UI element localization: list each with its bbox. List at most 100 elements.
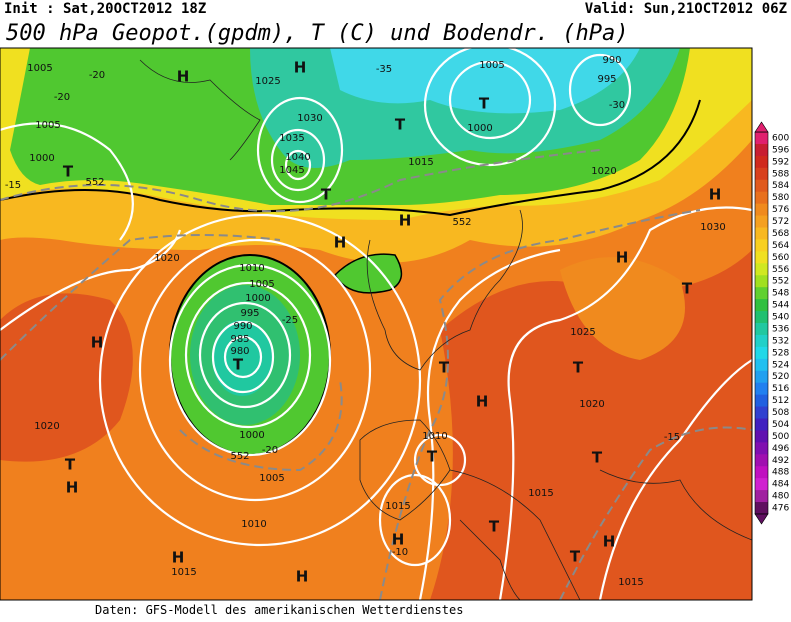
colorbar-swatch — [755, 394, 768, 408]
colorbar-label: 516 — [772, 384, 789, 394]
pressure-center: T — [395, 116, 406, 134]
contour-label: 1020 — [579, 399, 604, 410]
contour-label: 1000 — [467, 123, 492, 134]
colorbar-label: 508 — [772, 408, 789, 418]
colorbar-swatch — [755, 490, 768, 503]
colorbar-label: 476 — [772, 504, 789, 514]
contour-label: 1020 — [34, 421, 59, 432]
pressure-center: T — [439, 359, 450, 377]
colorbar-label: 556 — [772, 265, 789, 275]
field-green — [334, 253, 403, 294]
contour-label: 552 — [85, 177, 104, 188]
colorbar-label: 592 — [772, 157, 789, 167]
pressure-center: H — [616, 249, 629, 267]
colorbar-swatch — [755, 418, 768, 431]
colorbar-label: 560 — [772, 253, 789, 263]
init-time: Init : Sat,20OCT2012 18Z — [4, 1, 206, 17]
contour-552 — [0, 99, 701, 217]
colorbar-label: 512 — [772, 396, 789, 406]
contour-label: 1015 — [385, 501, 410, 512]
contour-label: 1015 — [171, 567, 196, 578]
colorbar-swatch — [755, 132, 768, 145]
contour-label: 1020 — [154, 253, 179, 264]
pressure-center: H — [709, 186, 722, 204]
contour-label: -15 — [5, 180, 21, 191]
colorbar-swatch — [755, 299, 768, 312]
colorbar-label: 544 — [772, 301, 789, 311]
map-area — [0, 48, 752, 600]
contour-label: 1005 — [249, 279, 274, 290]
colorbar-swatch — [755, 167, 768, 181]
contour-label: 552 — [452, 217, 471, 228]
colorbar-arrow-bottom — [754, 513, 769, 525]
pressure-center: H — [392, 531, 405, 549]
pressure-center: H — [294, 59, 307, 77]
colorbar-swatch — [755, 275, 768, 288]
field-cyan — [330, 48, 640, 114]
colorbar-label: 552 — [772, 277, 789, 287]
pressure-center: H — [91, 334, 104, 352]
colorbar-label: 536 — [772, 324, 789, 334]
colorbar-label: 492 — [772, 456, 789, 466]
pressure-center: H — [603, 533, 616, 551]
pressure-center: T — [321, 186, 332, 204]
colorbar-swatch — [755, 430, 768, 443]
isobars — [0, 48, 752, 600]
contour-label: 1015 — [618, 577, 643, 588]
contour-label: 1030 — [297, 113, 322, 124]
colorbar-label: 504 — [772, 420, 789, 430]
colorbar-label: 528 — [772, 348, 789, 358]
colorbar-swatch — [755, 179, 768, 193]
colorbar-swatch — [755, 191, 768, 205]
pressure-center: T — [682, 280, 693, 298]
colorbar-label: 520 — [772, 372, 789, 382]
contour-label: 1005 — [27, 63, 52, 74]
field-mid — [560, 257, 685, 360]
colorbar-label: 484 — [772, 480, 789, 490]
colorbar-swatch — [755, 358, 768, 372]
colorbar-label: 600 — [772, 134, 789, 144]
colorbar-frame — [754, 131, 769, 515]
contour-label: -20 — [89, 70, 105, 81]
contour-label: 1015 — [528, 488, 553, 499]
colorbar-label: 596 — [772, 145, 789, 155]
contour-label: -30 — [609, 100, 625, 111]
contour-label: 1010 — [422, 431, 447, 442]
colorbar-label: 572 — [772, 217, 789, 227]
contour-label: 1005 — [35, 120, 60, 131]
contour-label: -25 — [282, 315, 298, 326]
map-title: 500 hPa Geopot.(gpdm), T (C) und Bodendr… — [6, 21, 629, 46]
pressure-center: H — [172, 549, 185, 567]
contour-label: 1000 — [245, 293, 270, 304]
colorbar-label: 532 — [772, 336, 789, 346]
colorbar-label: 580 — [772, 193, 789, 203]
contour-label: -10 — [392, 547, 408, 558]
colorbar-label: 548 — [772, 289, 789, 299]
contour-label: 1000 — [239, 430, 264, 441]
pressure-center: T — [427, 448, 438, 466]
contour-label: 985 — [230, 334, 249, 345]
colorbar-swatch — [755, 502, 768, 515]
colorbar-label: 488 — [772, 468, 789, 478]
colorbar-label: 500 — [772, 432, 789, 442]
contour-label: -20 — [54, 92, 70, 103]
pressure-center: H — [296, 568, 309, 586]
colorbar-swatch — [755, 370, 768, 384]
contour-label: 1025 — [255, 76, 280, 87]
contour-label: 1035 — [279, 133, 304, 144]
colorbar-swatch — [755, 406, 768, 419]
colorbar-swatch — [755, 215, 768, 229]
contour-label: 995 — [597, 74, 616, 85]
pressure-center: T — [573, 359, 584, 377]
contour-label: -20 — [262, 445, 278, 456]
colorbar-swatch — [755, 323, 768, 336]
map-frame — [0, 47, 753, 601]
pressure-center: T — [63, 163, 74, 181]
colorbar-label: 480 — [772, 492, 789, 502]
contour-label: 1010 — [239, 263, 264, 274]
colorbar-swatch — [755, 287, 768, 300]
pressure-center: T — [233, 356, 244, 374]
colorbar-swatch — [755, 346, 768, 360]
pressure-center: H — [334, 234, 347, 252]
